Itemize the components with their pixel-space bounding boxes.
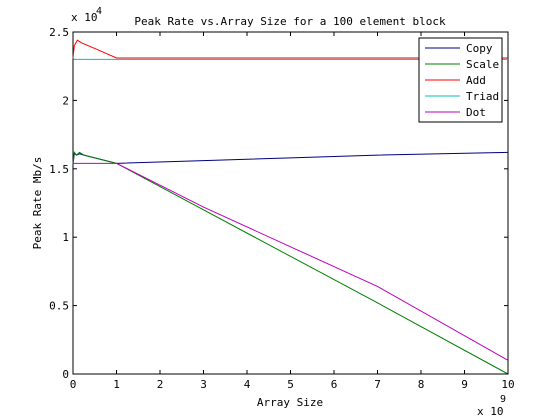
y-multiplier-exponent: 4	[96, 6, 102, 17]
chart-title: Peak Rate vs.Array Size for a 100 elemen…	[134, 15, 446, 28]
series-line-scale	[72, 151, 509, 375]
legend-items: Copy Scale Add Triad Dot	[425, 42, 499, 119]
legend-label-add: Add	[466, 74, 486, 87]
series-line-add	[72, 39, 508, 59]
x-tick-label: 8	[418, 378, 425, 391]
y-tick-label: 2	[62, 94, 69, 107]
legend-label-triad: Triad	[466, 90, 499, 103]
series-line-dot	[73, 162, 509, 361]
y-multiplier-label: x 10	[71, 11, 98, 24]
x-tick-label: 1	[113, 378, 120, 391]
x-tick-label: 9	[461, 378, 468, 391]
x-axis-label: Array Size	[257, 396, 323, 409]
y-tick-label: 0.5	[49, 300, 69, 313]
x-tick-label: 2	[157, 378, 164, 391]
axis-layer: 0 1 2 3 4 5 6 7 8 9 10 0 0.5 1 1.5 2 2.5	[49, 26, 515, 391]
legend: Copy Scale Add Triad Dot	[418, 37, 503, 123]
x-tick-label: 10	[501, 378, 514, 391]
legend-label-dot: Dot	[466, 106, 486, 119]
x-tick-label: 4	[244, 378, 251, 391]
x-multiplier-exponent: 9	[500, 394, 506, 405]
series-line-triad	[72, 57, 508, 60]
x-tick-label: 0	[70, 378, 77, 391]
y-tick-label: 1	[62, 231, 69, 244]
y-tick-label: 2.5	[49, 26, 69, 39]
x-tick-label: 7	[374, 378, 381, 391]
series-layer	[72, 39, 509, 375]
x-tick-label: 3	[200, 378, 207, 391]
legend-label-scale: Scale	[466, 58, 499, 71]
x-tick-label: 5	[287, 378, 294, 391]
y-axis-label: Peak Rate Mb/s	[31, 157, 44, 250]
y-tick-label: 0	[62, 368, 69, 381]
legend-label-copy: Copy	[466, 42, 493, 55]
y-tick-label: 1.5	[49, 163, 69, 176]
x-multiplier-label: x 10	[477, 405, 504, 418]
x-tick-label: 6	[331, 378, 338, 391]
